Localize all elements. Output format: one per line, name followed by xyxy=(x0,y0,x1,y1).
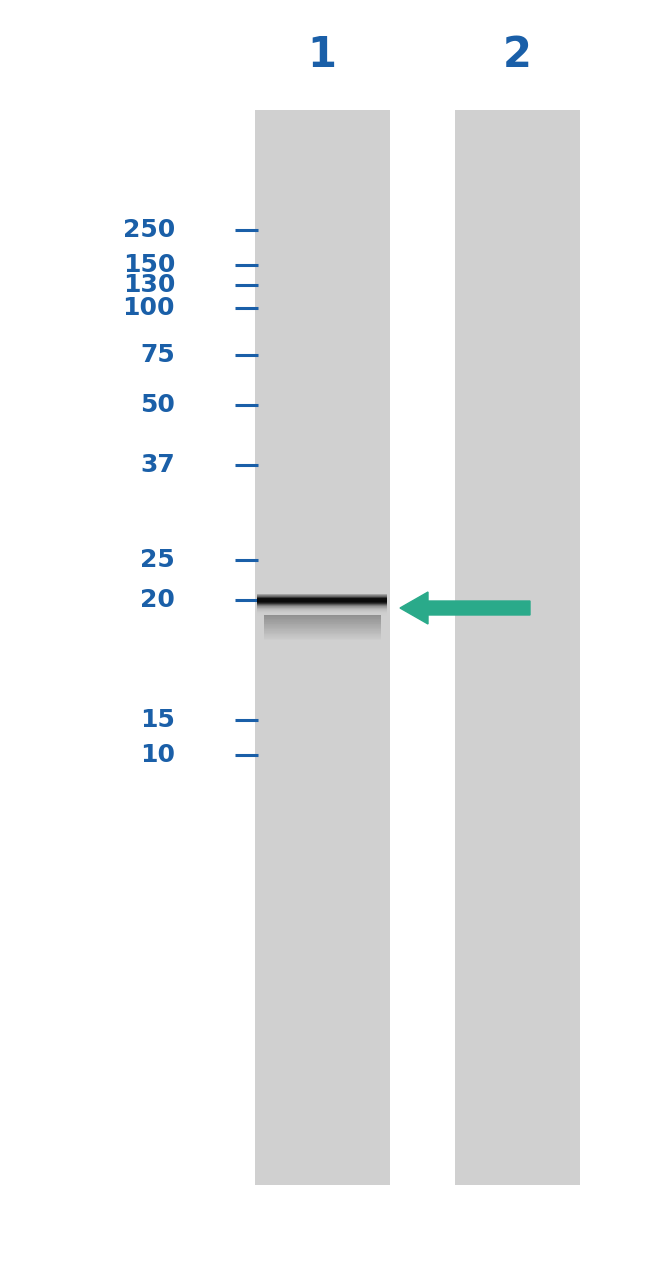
Bar xyxy=(455,110,580,1185)
Text: 50: 50 xyxy=(140,392,175,417)
Text: 250: 250 xyxy=(123,218,175,243)
Text: 20: 20 xyxy=(140,588,175,612)
Text: 100: 100 xyxy=(122,296,175,320)
Text: 10: 10 xyxy=(140,743,175,767)
FancyArrow shape xyxy=(400,592,530,624)
Text: 75: 75 xyxy=(140,343,175,367)
Text: 1: 1 xyxy=(307,34,337,76)
Text: 150: 150 xyxy=(123,253,175,277)
Text: 15: 15 xyxy=(140,707,175,732)
Text: 2: 2 xyxy=(502,34,532,76)
Text: 130: 130 xyxy=(123,273,175,297)
Text: 25: 25 xyxy=(140,547,175,572)
Bar xyxy=(255,110,390,1185)
Text: 37: 37 xyxy=(140,453,175,478)
